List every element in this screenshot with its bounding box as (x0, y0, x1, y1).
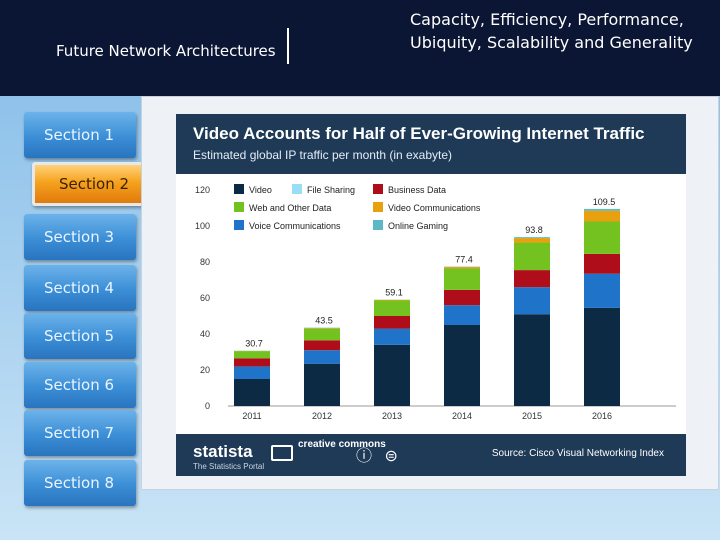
creative-commons-label: creative commons (298, 439, 386, 450)
nav-section-4[interactable]: Section 4 (24, 265, 136, 311)
bar-segment (584, 253, 620, 274)
legend-label: Web and Other Data (249, 203, 331, 213)
x-tick-label: 2011 (242, 411, 261, 421)
x-tick-label: 2013 (382, 411, 402, 421)
bar-segment (234, 358, 270, 367)
chart-subtitle: Estimated global IP traffic per month (i… (193, 148, 453, 162)
y-tick-label: 20 (200, 365, 210, 375)
bar-segment (444, 325, 480, 406)
deck-title: Future Network Architectures (56, 42, 276, 60)
bar-segment (514, 314, 550, 406)
bar-segment (234, 379, 270, 406)
bar-total-label: 43.5 (315, 316, 333, 326)
y-tick-label: 60 (200, 293, 210, 303)
bar-segment (514, 237, 550, 239)
legend-label: Online Gaming (388, 221, 448, 231)
statista-tagline: The Statistics Portal (193, 462, 265, 471)
bar-total-label: 77.4 (455, 255, 473, 265)
chart-footer: statista The Statistics Portal creative … (176, 434, 686, 476)
chart-plot: 0 20 40 60 80 100 120 2011 30.7 2012 43.5 2013 59.1 2… (195, 184, 676, 421)
chart-source: Source: Cisco Visual Networking Index (491, 448, 664, 459)
nav-section-5[interactable]: Section 5 (24, 313, 136, 359)
nav-section-3[interactable]: Section 3 (24, 214, 136, 260)
creative-commons-icon (271, 445, 293, 461)
bar-segment (234, 366, 270, 379)
bar-segment (444, 289, 480, 306)
legend-label: File Sharing (307, 185, 355, 195)
bar-segment (514, 242, 550, 271)
header-divider (287, 28, 289, 64)
x-tick-label: 2016 (592, 411, 612, 421)
bar-segment (234, 351, 270, 359)
y-tick-label: 120 (195, 185, 210, 195)
y-tick-label: 40 (200, 329, 210, 339)
legend-label: Video Communications (388, 203, 481, 213)
x-tick-label: 2012 (312, 411, 332, 421)
legend-label: Voice Communications (249, 221, 341, 231)
legend-swatch (234, 220, 244, 230)
chart-panel: Video Accounts for Half of Ever-Growing … (176, 114, 686, 476)
bar-segment (304, 340, 340, 351)
nav-section-1[interactable]: Section 1 (24, 112, 136, 158)
bar-segment (584, 210, 620, 222)
bar-segment (584, 273, 620, 308)
bar-segment (374, 300, 410, 316)
bar-segment (304, 363, 340, 406)
header-bar (0, 0, 720, 96)
nav-section-7[interactable]: Section 7 (24, 410, 136, 456)
bar-segment (444, 268, 480, 290)
bar-total-label: 93.8 (525, 225, 543, 235)
bar-segment (514, 287, 550, 315)
legend-label: Video (249, 185, 272, 195)
bar-total-label: 109.5 (593, 197, 616, 207)
chart-title: Video Accounts for Half of Ever-Growing … (193, 124, 645, 143)
license-icons: ⓘ ⊜ (356, 448, 402, 465)
bar-segment (584, 307, 620, 406)
chart-header: Video Accounts for Half of Ever-Growing … (176, 114, 686, 174)
bar-segment (374, 299, 410, 301)
legend-label: Business Data (388, 185, 446, 195)
statista-logo: statista (193, 442, 253, 461)
y-tick-label: 0 (205, 401, 210, 411)
bar-segment (584, 208, 620, 211)
deck-subtitle: Capacity, Efficiency, Performance, Ubiqu… (410, 10, 693, 52)
bar-segment (374, 344, 410, 406)
bar-segment (304, 350, 340, 364)
legend-swatch (373, 202, 383, 212)
bar-segment (444, 305, 480, 325)
bar-segment (374, 328, 410, 345)
legend-swatch (292, 184, 302, 194)
legend-swatch (373, 220, 383, 230)
y-tick-label: 80 (200, 257, 210, 267)
bar-total-label: 30.7 (245, 339, 263, 349)
nav-section-2[interactable]: Section 2 (32, 162, 156, 206)
x-tick-label: 2015 (522, 411, 542, 421)
bar-segment (514, 270, 550, 288)
nav-section-6[interactable]: Section 6 (24, 362, 136, 408)
x-tick-label: 2014 (452, 411, 472, 421)
bar-segment (374, 316, 410, 329)
bar-segment (304, 328, 340, 341)
bar-total-label: 59.1 (385, 288, 403, 298)
bar-segment (304, 328, 340, 329)
legend-swatch (234, 202, 244, 212)
bar-segment (514, 238, 550, 243)
bar-segment (444, 267, 480, 269)
legend-swatch (234, 184, 244, 194)
nav-section-8[interactable]: Section 8 (24, 460, 136, 506)
legend-swatch (373, 184, 383, 194)
y-tick-label: 100 (195, 221, 210, 231)
bar-segment (584, 221, 620, 254)
